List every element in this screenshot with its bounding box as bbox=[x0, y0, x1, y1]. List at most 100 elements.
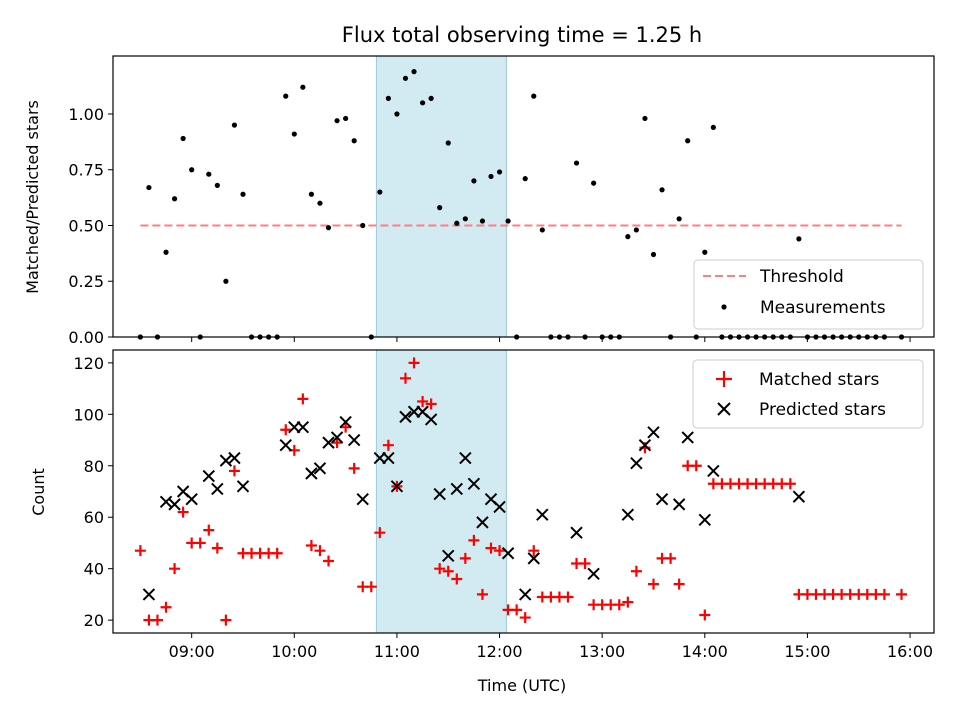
matched-star-marker bbox=[519, 612, 531, 624]
predicted-star-marker bbox=[228, 451, 241, 465]
top-legend-box bbox=[693, 259, 924, 330]
measurement-point bbox=[522, 176, 528, 182]
matched-star-marker bbox=[665, 552, 677, 564]
measurement-point bbox=[488, 173, 494, 180]
measurement-point bbox=[642, 115, 648, 122]
matched-star-marker bbox=[459, 552, 471, 564]
predicted-star-marker bbox=[570, 526, 583, 539]
measurement-point bbox=[454, 220, 460, 226]
predicted-star-marker bbox=[450, 482, 464, 496]
x-tick-label: 16:00 bbox=[887, 642, 933, 661]
legend-measurements-label: Measurements bbox=[760, 298, 886, 318]
measurement-point bbox=[300, 84, 306, 90]
predicted-star-marker bbox=[476, 516, 489, 529]
matched-star-marker bbox=[673, 578, 685, 590]
measurement-point bbox=[351, 138, 357, 144]
measurement-point bbox=[591, 180, 597, 186]
bottom-y-tick-label: 20 bbox=[84, 611, 104, 630]
measurement-point bbox=[650, 251, 657, 258]
measurement-point bbox=[505, 218, 511, 224]
matched-star-marker bbox=[280, 424, 292, 436]
predicted-star-marker bbox=[236, 480, 250, 493]
predicted-star-marker bbox=[792, 490, 806, 503]
chart-title: Flux total observing time = 1.25 h bbox=[342, 23, 702, 47]
bottom-ticks: 20 40 60 80 100 120 09:00 10:00 11:00 12:00 13:00 1… bbox=[73, 354, 933, 661]
bottom-y-tick-label: 100 bbox=[73, 405, 104, 424]
matched-star-marker bbox=[340, 421, 352, 433]
predicted-star-marker bbox=[501, 547, 515, 560]
matched-star-marker bbox=[297, 393, 309, 405]
top-y-tick-label: 0.25 bbox=[68, 272, 104, 291]
predicted-star-marker bbox=[168, 498, 181, 511]
predicted-star-marker bbox=[347, 433, 361, 447]
predicted-star-marker bbox=[185, 493, 198, 506]
top-y-tick-label: 0.00 bbox=[68, 328, 104, 347]
top-legend: Threshold Measurements bbox=[693, 259, 924, 330]
predicted-star-marker bbox=[647, 426, 660, 439]
matched-star-marker bbox=[784, 478, 796, 490]
matched-star-marker bbox=[305, 540, 317, 552]
measurement-point bbox=[223, 278, 229, 284]
predicted-star-marker bbox=[587, 567, 600, 581]
predicted-star-marker bbox=[630, 456, 643, 470]
measurement-point bbox=[531, 93, 537, 99]
predicted-star-marker bbox=[159, 495, 173, 508]
predicted-star-marker bbox=[390, 480, 404, 493]
predicted-star-marker bbox=[442, 549, 455, 563]
matched-star-marker bbox=[331, 437, 343, 449]
measurement-point bbox=[702, 249, 708, 255]
predicted-star-marker bbox=[681, 431, 694, 444]
predicted-star-marker bbox=[698, 513, 712, 527]
measurement-point bbox=[334, 118, 340, 124]
predicted-star-marker bbox=[142, 588, 156, 601]
measurement-point bbox=[685, 138, 691, 144]
predicted-star-marker bbox=[339, 415, 352, 429]
predicted-star-marker bbox=[322, 436, 335, 449]
matched-star-marker bbox=[203, 524, 215, 536]
x-tick-label: 14:00 bbox=[682, 642, 728, 661]
measurement-point bbox=[479, 218, 486, 224]
predicted-star-marker bbox=[459, 451, 472, 465]
measurement-point bbox=[343, 115, 349, 122]
measurement-point bbox=[163, 249, 169, 255]
top-y-tick-label: 0.50 bbox=[68, 216, 104, 235]
measurement-point bbox=[659, 187, 665, 193]
x-tick-label: 11:00 bbox=[374, 642, 420, 661]
matched-star-marker bbox=[579, 558, 591, 570]
measurement-point bbox=[411, 69, 417, 75]
bottom-y-tick-label: 60 bbox=[84, 508, 104, 527]
matched-star-marker bbox=[613, 599, 625, 611]
matched-star-marker bbox=[365, 581, 377, 593]
bottom-y-axis-label: Count bbox=[29, 468, 48, 516]
matched-star-marker bbox=[194, 537, 206, 549]
matched-star-marker bbox=[169, 563, 181, 575]
predicted-star-marker bbox=[279, 438, 292, 452]
measurement-point bbox=[240, 191, 246, 197]
measurement-point bbox=[496, 169, 503, 175]
measurement-point bbox=[146, 184, 152, 191]
matched-star-marker bbox=[562, 591, 574, 603]
x-tick-label: 12:00 bbox=[476, 642, 522, 661]
matched-star-marker bbox=[485, 542, 497, 554]
predicted-star-marker bbox=[467, 477, 481, 490]
measurement-point bbox=[317, 200, 323, 206]
predicted-star-marker bbox=[519, 588, 532, 601]
predicted-star-marker bbox=[638, 438, 652, 452]
x-axis-label: Time (UTC) bbox=[477, 676, 566, 695]
measurement-point bbox=[710, 124, 716, 130]
measurement-point bbox=[283, 93, 289, 99]
measurement-point bbox=[214, 182, 220, 188]
measurement-point bbox=[308, 191, 315, 197]
measurement-point bbox=[419, 100, 426, 106]
matched-star-marker bbox=[151, 614, 163, 626]
predicted-star-marker bbox=[399, 410, 412, 424]
matched-star-marker bbox=[374, 527, 386, 539]
legend-threshold-label: Threshold bbox=[759, 267, 844, 287]
predicted-star-marker bbox=[621, 508, 635, 521]
legend-matched-swatch bbox=[716, 371, 732, 387]
top-ticks: 0.00 0.25 0.50 0.75 1.00 bbox=[68, 105, 911, 347]
measurement-point bbox=[539, 227, 545, 233]
matched-star-marker bbox=[399, 372, 411, 384]
top-y-axis-label: Matched/Predicted stars bbox=[23, 100, 42, 294]
